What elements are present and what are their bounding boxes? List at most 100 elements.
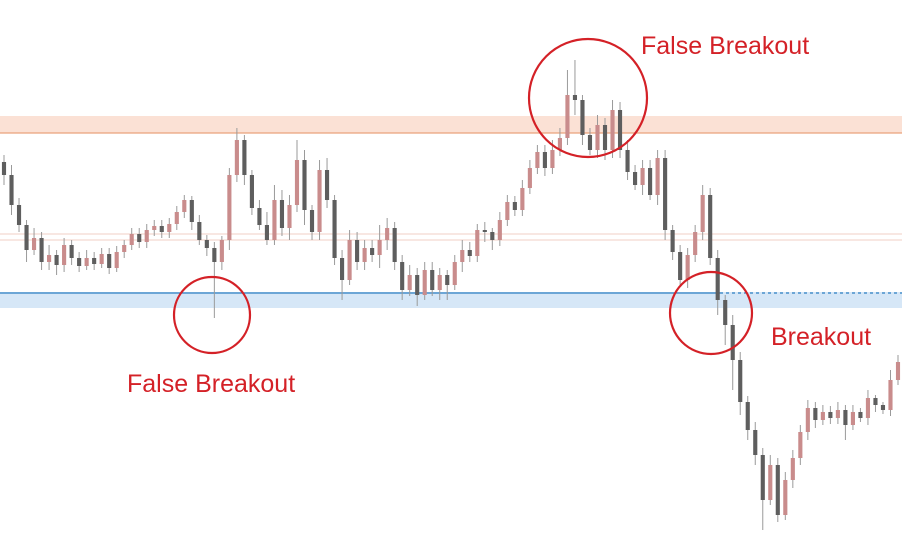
candle-bear (632, 172, 638, 185)
candle-bear (332, 200, 337, 258)
candle-bull (768, 465, 773, 500)
candle-bull (347, 240, 352, 280)
candle-bear (760, 455, 765, 500)
candle-bull (460, 250, 465, 262)
candle-bear (1, 162, 7, 175)
false-breakout-low-label: False Breakout (127, 370, 295, 398)
candle-bear (617, 110, 623, 150)
candle-bear (189, 200, 194, 222)
candle-bull (475, 230, 480, 256)
candle-bull (294, 160, 300, 205)
candle-bear (542, 152, 547, 168)
candle-bull (84, 258, 89, 266)
candle-bull (790, 458, 795, 480)
false-breakout-low-circle (172, 275, 252, 355)
candle-bull (798, 432, 803, 458)
candle-bull (227, 175, 232, 240)
candle-bear (69, 245, 74, 258)
candle-bull (174, 212, 179, 224)
candle-bear (242, 140, 247, 175)
candle-bear (775, 465, 780, 515)
candle-bull (700, 195, 705, 232)
candle-bear (9, 175, 14, 205)
candle-bear (708, 195, 713, 258)
candle-bear (813, 408, 818, 420)
candle-bull (452, 262, 457, 285)
annotations-layer: False Breakout False Breakout Breakout (127, 32, 871, 398)
candle-bull (535, 152, 540, 168)
candle-bull (610, 110, 615, 150)
false-breakout-high-label: False Breakout (641, 32, 809, 60)
breakout-circle (668, 270, 754, 356)
candle-bull (895, 362, 901, 380)
candle-bull (377, 240, 382, 255)
candle-bear (873, 398, 878, 405)
candle-bull (835, 410, 840, 418)
candle-bear (828, 412, 833, 418)
levels-layer (0, 116, 902, 308)
candle-bear (602, 125, 608, 150)
candle-bear (512, 202, 517, 210)
candle-bear (309, 210, 315, 232)
candles-layer (1, 60, 901, 530)
candle-bull (167, 224, 172, 232)
candle-bear (648, 168, 653, 195)
candle-bull (182, 200, 187, 212)
candle-bull (272, 200, 277, 240)
candle-bear (467, 250, 472, 256)
candle-bear (159, 226, 164, 232)
candle-bull (62, 245, 67, 265)
candle-bear (54, 255, 59, 265)
candle-bull (47, 255, 52, 262)
candle-bear (204, 240, 209, 248)
candle-bull (805, 408, 810, 432)
candle-bear (392, 228, 397, 262)
candle-bull (234, 140, 239, 175)
candle-bear (678, 252, 683, 280)
candle-bull (99, 254, 104, 264)
candle-bull (565, 95, 570, 138)
candle-bull (505, 202, 510, 220)
candle-bear (400, 262, 405, 290)
candle-bear (264, 225, 270, 240)
candle-bull (317, 170, 322, 232)
candle-bear (415, 275, 420, 295)
candle-bear (445, 275, 450, 285)
candle-bear (249, 175, 254, 208)
candle-bull (407, 275, 412, 290)
candle-bear (880, 405, 886, 410)
candle-bull (820, 412, 825, 420)
candle-bull (640, 168, 645, 185)
candle-bear (490, 232, 495, 240)
candle-bull (685, 255, 690, 280)
candle-bear (587, 135, 593, 150)
candle-bull (152, 226, 157, 230)
candle-bear (625, 150, 630, 172)
candle-bull (122, 245, 127, 252)
candle-bear (858, 412, 863, 418)
candle-bear (197, 222, 202, 240)
candle-bull (520, 188, 525, 210)
candle-bear (340, 258, 345, 280)
candle-bear (16, 205, 22, 225)
candle-bear (745, 402, 750, 430)
candle-bear (279, 200, 285, 228)
candle-bear (212, 248, 217, 262)
candle-bull (783, 480, 788, 515)
candle-bear (730, 325, 735, 360)
candle-bear (77, 258, 82, 266)
candle-bull (287, 205, 292, 228)
candle-bull (865, 398, 871, 418)
candle-bull (527, 168, 532, 188)
candle-bear (257, 208, 262, 225)
candle-bear (753, 430, 758, 455)
candle-bull (114, 252, 119, 268)
support-zone (0, 292, 902, 308)
candle-bear (324, 170, 330, 200)
candle-bull (595, 125, 600, 150)
resistance-zone (0, 116, 902, 133)
candle-bear (430, 270, 435, 290)
candle-bull (497, 220, 502, 240)
candle-bear (580, 100, 585, 135)
